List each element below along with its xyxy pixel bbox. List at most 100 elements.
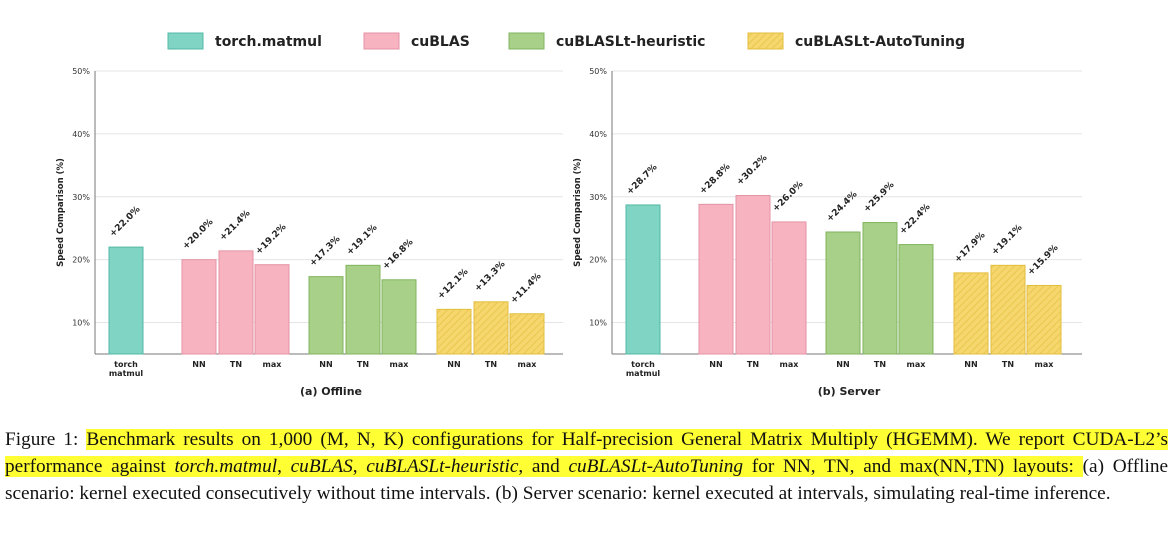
figure-charts: torch.matmul cuBLAS cuBLASLt-heuristic cuBL… xyxy=(56,32,1082,398)
legend-swatch xyxy=(747,32,784,50)
x-tick-line: NN xyxy=(319,360,332,369)
x-tick-label: TN xyxy=(357,360,369,369)
bar xyxy=(625,204,661,355)
caption-sep-3: , and xyxy=(518,456,569,477)
x-tick-label: TN xyxy=(874,360,886,369)
legend-swatch xyxy=(363,32,400,50)
bar xyxy=(308,276,344,355)
x-tick-label: NN xyxy=(319,360,332,369)
bar-value-label: +16.8% xyxy=(381,237,415,271)
x-tick-label: max xyxy=(390,360,410,369)
bar-value-label: +28.8% xyxy=(698,162,732,196)
x-tick-line: matmul xyxy=(626,369,661,378)
bar-value-label: +19.1% xyxy=(345,223,379,257)
bar xyxy=(108,246,144,355)
legend-item-2: cuBLASLt-heuristic xyxy=(508,32,705,50)
y-axis-label: Speed Comparison (%) xyxy=(573,158,583,267)
chart-panel-1: 10% 20% 30% 40% 50% Speed Comparison (%) +28.7… xyxy=(573,67,1082,398)
bar xyxy=(735,195,771,355)
x-tick-line: TN xyxy=(874,360,886,369)
x-tick-label: NN xyxy=(447,360,460,369)
legend-label: torch.matmul xyxy=(215,34,322,50)
y-tick-label: 10% xyxy=(589,319,607,328)
x-tick-label: TN xyxy=(230,360,242,369)
caption-text-3: (a) Offline scenario: kernel executed co… xyxy=(5,456,1169,504)
x-tick-label: max xyxy=(263,360,283,369)
charts-svg: torch.matmul cuBLAS cuBLASLt-heuristic cuBL… xyxy=(56,32,1082,398)
x-tick-label: torch matmul xyxy=(626,360,661,378)
caption-method-cublas: cuBLAS xyxy=(290,456,353,477)
x-tick-label: TN xyxy=(747,360,759,369)
x-tick-line: NN xyxy=(447,360,460,369)
x-tick-line: max xyxy=(907,360,927,369)
y-tick-label: 40% xyxy=(589,130,607,139)
legend-item-1: cuBLAS xyxy=(363,32,470,50)
y-tick-label: 30% xyxy=(72,193,90,202)
x-tick-label: TN xyxy=(1002,360,1014,369)
bar-value-label: +13.3% xyxy=(473,259,507,293)
legend-item-3: cuBLASLt-AutoTuning xyxy=(747,32,965,50)
bar xyxy=(771,221,807,355)
x-tick-line: torch xyxy=(114,360,138,369)
legend-label: cuBLASLt-heuristic xyxy=(556,34,705,50)
bar-value-label: +17.3% xyxy=(308,234,342,268)
figure-caption: Figure 1: Benchmark results on 1,000 (M,… xyxy=(5,426,1168,507)
y-tick-label: 40% xyxy=(72,130,90,139)
bar-value-label: +19.2% xyxy=(254,222,288,256)
bar-value-label: +12.1% xyxy=(436,267,470,301)
bar-value-label: +22.4% xyxy=(898,202,932,236)
bar xyxy=(990,264,1026,355)
bar-value-label: +24.4% xyxy=(825,190,859,224)
y-tick-label: 30% xyxy=(589,193,607,202)
bar-value-label: +30.2% xyxy=(735,153,769,187)
x-tick-label: max xyxy=(518,360,538,369)
legend-label: cuBLASLt-AutoTuning xyxy=(795,34,965,50)
caption-sep-2: , xyxy=(352,456,367,477)
panel-title: (a) Offline xyxy=(300,385,362,398)
y-tick-label: 50% xyxy=(72,67,90,76)
x-tick-line: TN xyxy=(485,360,497,369)
bar-value-label: +20.0% xyxy=(181,217,215,251)
x-tick-line: matmul xyxy=(109,369,144,378)
y-tick-label: 10% xyxy=(72,319,90,328)
x-tick-line: max xyxy=(518,360,538,369)
bar xyxy=(181,259,217,355)
x-tick-line: max xyxy=(780,360,800,369)
bar xyxy=(862,222,898,355)
bar xyxy=(953,272,989,355)
bar xyxy=(436,308,472,355)
caption-method-torch: torch.matmul xyxy=(174,456,278,477)
bar xyxy=(381,279,417,355)
chart-panel-0: 10% 20% 30% 40% 50% Speed Comparison (%) +22.0… xyxy=(56,67,563,398)
x-tick-line: NN xyxy=(836,360,849,369)
x-tick-label: torch matmul xyxy=(109,360,144,378)
x-tick-line: max xyxy=(390,360,410,369)
x-tick-label: NN xyxy=(709,360,722,369)
bar xyxy=(254,264,290,355)
x-tick-label: NN xyxy=(192,360,205,369)
bar-value-label: +22.0% xyxy=(108,205,142,239)
caption-method-autotuning: cuBLASLt-AutoTuning xyxy=(568,456,744,477)
legend-swatch xyxy=(508,32,545,50)
y-axis-label: Speed Comparison (%) xyxy=(56,158,66,267)
bar-value-label: +11.4% xyxy=(509,271,543,305)
x-tick-line: NN xyxy=(964,360,977,369)
x-tick-line: torch xyxy=(631,360,655,369)
x-tick-line: max xyxy=(1035,360,1055,369)
bar-value-label: +19.1% xyxy=(990,223,1024,257)
bar xyxy=(825,231,861,355)
bar-value-label: +25.9% xyxy=(862,180,896,214)
bar xyxy=(509,313,545,355)
x-tick-label: NN xyxy=(964,360,977,369)
bar-value-label: +28.7% xyxy=(625,163,659,197)
x-tick-line: TN xyxy=(230,360,242,369)
x-tick-line: TN xyxy=(1002,360,1014,369)
caption-prefix: Figure 1: xyxy=(5,429,87,450)
caption-highlight: Benchmark results on 1,000 (M, N, K) con… xyxy=(5,429,1168,477)
x-tick-line: NN xyxy=(709,360,722,369)
legend-item-0: torch.matmul xyxy=(167,32,322,50)
x-tick-label: NN xyxy=(836,360,849,369)
bar xyxy=(698,203,734,355)
x-tick-line: TN xyxy=(747,360,759,369)
bar-value-label: +21.4% xyxy=(218,209,252,243)
